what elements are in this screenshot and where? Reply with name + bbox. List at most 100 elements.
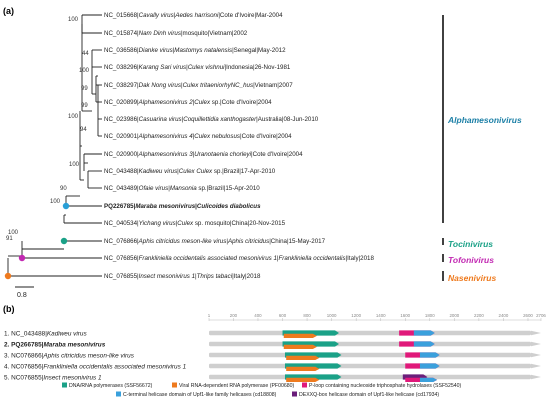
taxon-label-part: | — [193, 133, 195, 140]
genome-axis-tick-label: 2400 — [499, 313, 509, 318]
taxon-label-part: sp.|Brazil|17-Apr-2010 — [212, 168, 276, 175]
taxon-label-part: Frankliniella occidentalis associated me… — [139, 255, 277, 262]
genome-axis-tick-label: 200 — [230, 313, 238, 318]
protein-domain — [286, 377, 320, 382]
legend-label: Viral RNA-dependent RNA polymerase (PF00… — [179, 383, 295, 389]
protein-domain — [283, 344, 317, 349]
taxon-label-part: | — [176, 220, 178, 227]
taxon-label-part: | — [186, 64, 188, 71]
legend-label: C-terminal helicase domain of Upf1-like … — [123, 392, 277, 398]
taxon-label-aphis: NC_076866|Aphis citricidus meson-like vi… — [104, 238, 326, 245]
taxon-label-part: | — [226, 238, 228, 245]
taxon-label-part: | — [173, 47, 175, 54]
taxon-label-casuarina: NC_023986|Casuarina virus|Coquillettidia… — [104, 116, 319, 123]
taxon-label-part: Alphamesonivirus 2 — [138, 99, 194, 106]
bootstrap-value: 94 — [80, 127, 87, 133]
bootstrap-value: 100 — [68, 17, 79, 23]
genus-label-tocinivirus: Tocinivirus — [448, 239, 493, 249]
genome-track-label-1: 1. NC_043488|Kadiweu virus — [4, 330, 87, 337]
tip-marker-aphis — [60, 237, 68, 245]
legend-label: DEXXQ-box helicase domain of Upf1-like h… — [299, 392, 439, 398]
taxon-label-part: Culex vishnui — [188, 64, 225, 71]
taxon-label-part: | — [195, 203, 197, 210]
taxon-label-part: |China|15-May-2017 — [269, 238, 325, 245]
taxon-label-part: NC_038297| — [104, 82, 139, 89]
taxon-label-part: |Cote d'Ivoire|2004 — [240, 133, 292, 140]
genome-track-label-4: 4. NC076856|Frankliniella occidentalis a… — [4, 363, 187, 370]
taxon-label-alpha4: NC_020901|Alphamesonivirus 4|Culex nebul… — [104, 133, 292, 140]
taxon-label-kadiweu: NC_043488|Kadiweu virus|Culex Culex sp.|… — [104, 168, 276, 175]
taxon-label-part: | — [177, 168, 179, 175]
genome-backbone — [209, 352, 531, 358]
protein-domain — [413, 330, 435, 336]
taxon-label-part: |Vietnam|2007 — [253, 82, 293, 89]
taxon-label-part: Alphamesonivirus 4 — [138, 133, 194, 140]
protein-domain — [419, 363, 440, 369]
protein-domain — [286, 355, 320, 360]
genome-backbone-arrow — [531, 341, 541, 347]
legend-swatch — [302, 382, 307, 388]
tip-marker-insect — [4, 272, 12, 280]
genome-backbone-arrow — [531, 363, 541, 369]
genome-track-accession: 5. NC076855| — [4, 374, 44, 381]
genome-track-name: Frankliniella occidentalis associated me… — [43, 363, 186, 370]
genome-axis-tick-label: 1000 — [327, 313, 337, 318]
genome-backbone — [209, 341, 531, 347]
taxon-label-karang: NC_038296|Karang Sari virus|Culex vishnu… — [104, 64, 291, 71]
taxon-label-part: |Cote d'Ivoire|Mar-2004 — [218, 12, 283, 19]
taxon-label-part: | — [193, 99, 195, 106]
taxon-label-ofaie: NC_043489|Ofaie virus|Mansonia sp.|Brazi… — [104, 185, 260, 192]
taxon-label-part: Karang Sari virus — [139, 64, 186, 71]
legend-swatch — [62, 382, 67, 388]
taxon-label-part: | — [181, 82, 183, 89]
genus-label-tofonivirus: Tofonivirus — [448, 255, 494, 265]
bootstrap-value: 100 — [79, 68, 90, 74]
panel-label-a: (a) — [3, 6, 14, 16]
protein-domain — [413, 341, 435, 347]
genome-track-name: Maraba mesonivirus — [43, 341, 105, 348]
taxon-label-part: NC_040534| — [104, 220, 139, 227]
tip-markers — [4, 202, 70, 280]
taxon-label-part: NC_015874| — [104, 30, 139, 37]
taxon-label-part: Culex — [177, 220, 194, 227]
genome-track-name: Kadiweu virus — [47, 330, 88, 337]
panel-label-b: (b) — [3, 304, 15, 314]
taxon-label-part: NC_076866| — [104, 238, 139, 245]
taxon-label-part: Culex nebulosus — [194, 133, 240, 140]
genome-track-name: Insect mesonivirus 1 — [43, 374, 102, 381]
taxon-label-part: |Italy|2018 — [346, 255, 375, 262]
taxon-label-part: Thrips tabaci — [197, 273, 233, 280]
taxon-label-namdinh: NC_015874|Nam Dinh virus|mosquito|Vietna… — [104, 30, 248, 37]
genome-track-label-2: 2. PQ266785|Maraba mesonivirus — [4, 341, 106, 348]
taxon-label-part: NC_020900| — [104, 151, 139, 158]
genome-track-label-5: 5. NC076855|Insect mesonivirus 1 — [4, 374, 102, 381]
genome-axis-tick-label: 800 — [303, 313, 311, 318]
genome-axis-tick-label: 1600 — [400, 313, 410, 318]
genome-backbone — [209, 374, 531, 380]
taxon-label-part: NC_020899| — [104, 99, 139, 106]
genome-axis-tick-label: 1200 — [351, 313, 361, 318]
taxon-label-part: Mansonia — [170, 185, 197, 192]
taxon-label-part: Culex — [194, 99, 211, 106]
genome-axis-tick-label: 2200 — [474, 313, 484, 318]
taxon-label-yichang: NC_040534|Yichang virus|Culex sp. mosqui… — [104, 220, 286, 227]
taxon-label-frankl: NC_076856|Frankliniella occidentalis ass… — [104, 255, 374, 262]
genome-axis-tick-label: 400 — [254, 313, 262, 318]
taxon-label-part: Cavally virus — [139, 12, 174, 19]
tip-marker-maraba — [62, 202, 70, 210]
taxon-labels: NC_015668|Cavally virus|Aedes harrisoni|… — [104, 12, 374, 280]
genome-track-label-3: 3. NC076866|Aphis citricidus meson-like … — [4, 352, 135, 359]
taxon-label-part: NC_020901| — [104, 133, 139, 140]
domain-legend: DNA/RNA polymerases (SSF56672) Viral RNA-… — [62, 382, 462, 398]
taxon-label-part: |Senegal|May-2012 — [232, 47, 286, 54]
taxon-label-part: sp.|Cote d'Ivoire|2004 — [210, 99, 272, 106]
taxon-label-part: Coquillettidia xanthogaster — [183, 116, 257, 123]
taxon-label-part: Nam Dinh virus — [139, 30, 181, 37]
bootstrap-value: 100 — [8, 230, 19, 236]
taxon-label-part: |Australia|08-Jun-2010 — [256, 116, 319, 123]
bootstrap-value: 100 — [50, 199, 61, 205]
taxon-label-part: Maraba mesonivirus — [135, 203, 195, 210]
taxon-label-cavally: NC_015668|Cavally virus|Aedes harrisoni|… — [104, 12, 283, 19]
